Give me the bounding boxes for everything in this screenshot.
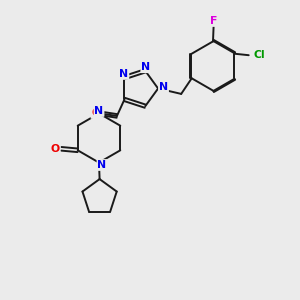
Text: Cl: Cl — [253, 50, 265, 60]
Text: N: N — [94, 106, 103, 116]
Text: O: O — [51, 144, 60, 154]
Text: O: O — [92, 108, 100, 118]
Text: N: N — [141, 62, 150, 72]
Text: N: N — [159, 82, 168, 92]
Text: N: N — [119, 69, 128, 79]
Text: F: F — [210, 16, 217, 26]
Text: N: N — [98, 160, 106, 170]
